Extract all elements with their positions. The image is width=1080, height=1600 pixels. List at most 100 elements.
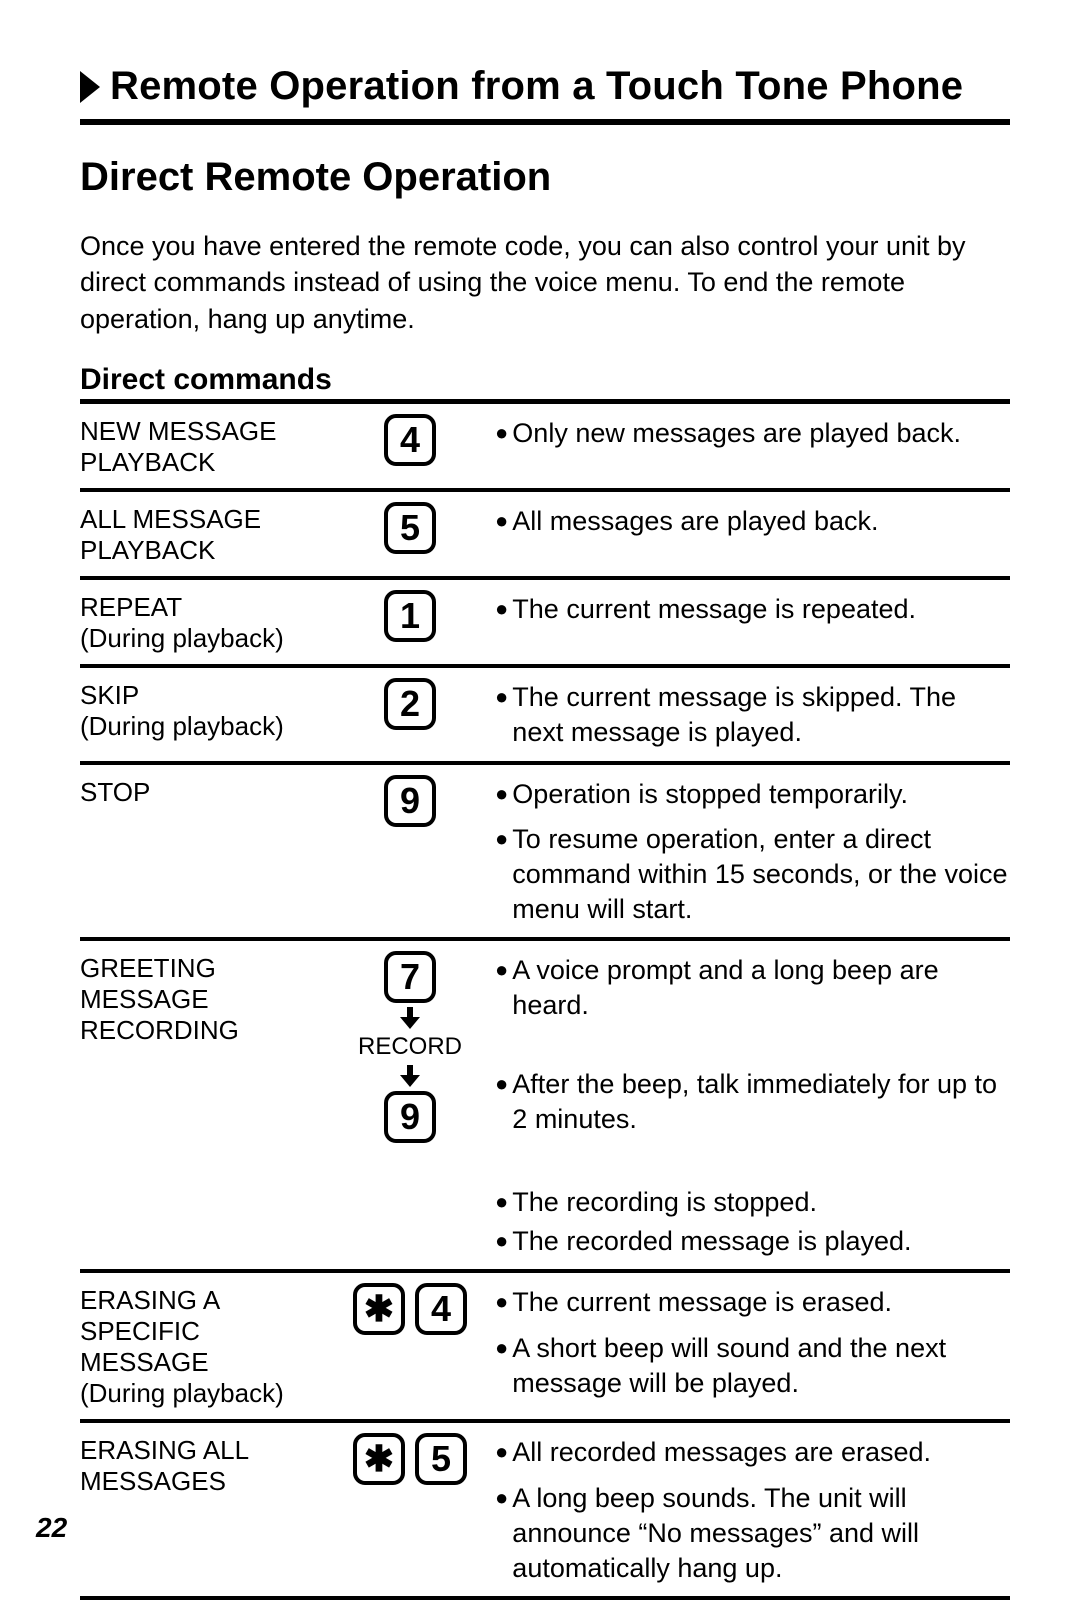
keypad-key: 9 [384, 1091, 436, 1143]
arrow-down-icon [400, 1007, 420, 1029]
command-row: ERASING ALL MESSAGES ✱ 5 ●All recorded m… [80, 1423, 1010, 1599]
bullet-item: ●The current message is erased. [495, 1285, 1010, 1320]
command-row: ERASING A SPECIFIC MESSAGE (During playb… [80, 1273, 1010, 1423]
command-description: ●All recorded messages are erased. ●A lo… [495, 1431, 1010, 1585]
keypad-key: 2 [384, 678, 436, 730]
command-keys: 1 [325, 588, 495, 642]
command-label-line: (During playback) [80, 1378, 325, 1409]
command-row: SKIP (During playback) 2 ●The current me… [80, 668, 1010, 764]
command-row: ALL MESSAGE PLAYBACK 5 ●All messages are… [80, 492, 1010, 580]
command-keys-sequence: 7 RECORD 9 [325, 949, 495, 1143]
command-description: ●The current message is repeated. [495, 588, 1010, 627]
command-row: GREETING MESSAGE RECORDING 7 RECORD 9 ●A… [80, 941, 1010, 1274]
bullet-text: After the beep, talk immediately for up … [512, 1067, 1010, 1137]
command-description: ●Only new messages are played back. [495, 412, 1010, 451]
bullet-dot-icon: ● [495, 1224, 510, 1257]
command-label-line: NEW MESSAGE [80, 416, 325, 447]
bullet-dot-icon: ● [495, 1331, 510, 1364]
command-keys: 4 [325, 412, 495, 466]
bullet-item: ●After the beep, talk immediately for up… [495, 1067, 1010, 1137]
keypad-key: 4 [415, 1283, 467, 1335]
command-label-line: SPECIFIC [80, 1316, 325, 1347]
arrow-right-icon [80, 71, 100, 103]
command-label: ALL MESSAGE PLAYBACK [80, 500, 325, 566]
bullet-dot-icon: ● [495, 1185, 510, 1218]
command-label-line: ALL MESSAGE [80, 504, 325, 535]
command-description: ●All messages are played back. [495, 500, 1010, 539]
bullet-text: To resume operation, enter a direct comm… [512, 822, 1010, 927]
command-description: ●The current message is erased. ●A short… [495, 1281, 1010, 1400]
command-label-line: GREETING [80, 953, 325, 984]
command-label: SKIP (During playback) [80, 676, 325, 742]
bullet-item: ●A short beep will sound and the next me… [495, 1331, 1010, 1401]
bullet-text: The current message is erased. [512, 1285, 1010, 1320]
record-step-label: RECORD [358, 1033, 462, 1061]
bullet-dot-icon: ● [495, 1481, 510, 1514]
description-group: ●A voice prompt and a long beep are hear… [495, 953, 1010, 1023]
spacer [495, 1033, 1010, 1057]
bullet-dot-icon: ● [495, 416, 510, 449]
command-description: ●A voice prompt and a long beep are hear… [495, 949, 1010, 1260]
bullet-item: ●A long beep sounds. The unit will annou… [495, 1481, 1010, 1586]
command-keys: 2 [325, 676, 495, 730]
command-label-line: RECORDING [80, 1015, 325, 1046]
bullet-item: ●The recorded message is played. [495, 1224, 1010, 1259]
command-label-line: SKIP [80, 680, 325, 711]
bullet-text: The recorded message is played. [512, 1224, 1010, 1259]
command-label-line: MESSAGES [80, 1466, 325, 1497]
command-row: NEW MESSAGE PLAYBACK 4 ●Only new message… [80, 404, 1010, 492]
keypad-key: 4 [384, 414, 436, 466]
command-label-line: REPEAT [80, 592, 325, 623]
command-label-line: STOP [80, 777, 325, 808]
header-title: Remote Operation from a Touch Tone Phone [110, 64, 963, 109]
bullet-item: ●A voice prompt and a long beep are hear… [495, 953, 1010, 1023]
bullet-item: ●The current message is repeated. [495, 592, 1010, 627]
bullet-item: ●Operation is stopped temporarily. [495, 777, 1010, 812]
command-label: ERASING ALL MESSAGES [80, 1431, 325, 1497]
command-label-line: (During playback) [80, 711, 325, 742]
manual-page: Remote Operation from a Touch Tone Phone… [0, 0, 1080, 1574]
keypad-key: 7 [384, 951, 436, 1003]
bullet-dot-icon: ● [495, 1067, 510, 1100]
keypad-key-star: ✱ [353, 1433, 405, 1485]
bullet-dot-icon: ● [495, 592, 510, 625]
command-keys: 9 [325, 773, 495, 827]
command-description: ●Operation is stopped temporarily. ●To r… [495, 773, 1010, 927]
bullet-text: A short beep will sound and the next mes… [512, 1331, 1010, 1401]
bullet-text: The recording is stopped. [512, 1185, 1010, 1220]
section-intro: Once you have entered the remote code, y… [80, 228, 1010, 337]
keypad-key-star: ✱ [353, 1283, 405, 1335]
page-header: Remote Operation from a Touch Tone Phone [80, 64, 1010, 125]
bullet-dot-icon: ● [495, 822, 510, 855]
bullet-text: Operation is stopped temporarily. [512, 777, 1010, 812]
keypad-key: 5 [415, 1433, 467, 1485]
command-label-line: (During playback) [80, 623, 325, 654]
description-group: ●After the beep, talk immediately for up… [495, 1067, 1010, 1137]
bullet-dot-icon: ● [495, 1285, 510, 1318]
bullet-dot-icon: ● [495, 1435, 510, 1468]
page-number: 22 [36, 1512, 67, 1544]
bullet-text: A long beep sounds. The unit will announ… [512, 1481, 1010, 1586]
keypad-key: 9 [384, 775, 436, 827]
command-row: REPEAT (During playback) 1 ●The current … [80, 580, 1010, 668]
command-label: STOP [80, 773, 325, 808]
command-keys: ✱ 4 [325, 1281, 495, 1335]
command-keys: ✱ 5 [325, 1431, 495, 1485]
bullet-item: ●Only new messages are played back. [495, 416, 1010, 451]
bullet-text: The current message is skipped. The next… [512, 680, 1010, 750]
command-label-line: ERASING ALL [80, 1435, 325, 1466]
bullet-text: All messages are played back. [512, 504, 1010, 539]
bullet-item: ●All messages are played back. [495, 504, 1010, 539]
section-title: Direct Remote Operation [80, 155, 1010, 200]
command-description: ●The current message is skipped. The nex… [495, 676, 1010, 750]
arrow-down-icon [400, 1065, 420, 1087]
bullet-dot-icon: ● [495, 777, 510, 810]
command-label: ERASING A SPECIFIC MESSAGE (During playb… [80, 1281, 325, 1409]
command-label-line: PLAYBACK [80, 535, 325, 566]
bullet-dot-icon: ● [495, 504, 510, 537]
keypad-key: 1 [384, 590, 436, 642]
bullet-text: All recorded messages are erased. [512, 1435, 1010, 1470]
command-keys: 5 [325, 500, 495, 554]
command-label: GREETING MESSAGE RECORDING [80, 949, 325, 1046]
spacer [495, 1147, 1010, 1175]
